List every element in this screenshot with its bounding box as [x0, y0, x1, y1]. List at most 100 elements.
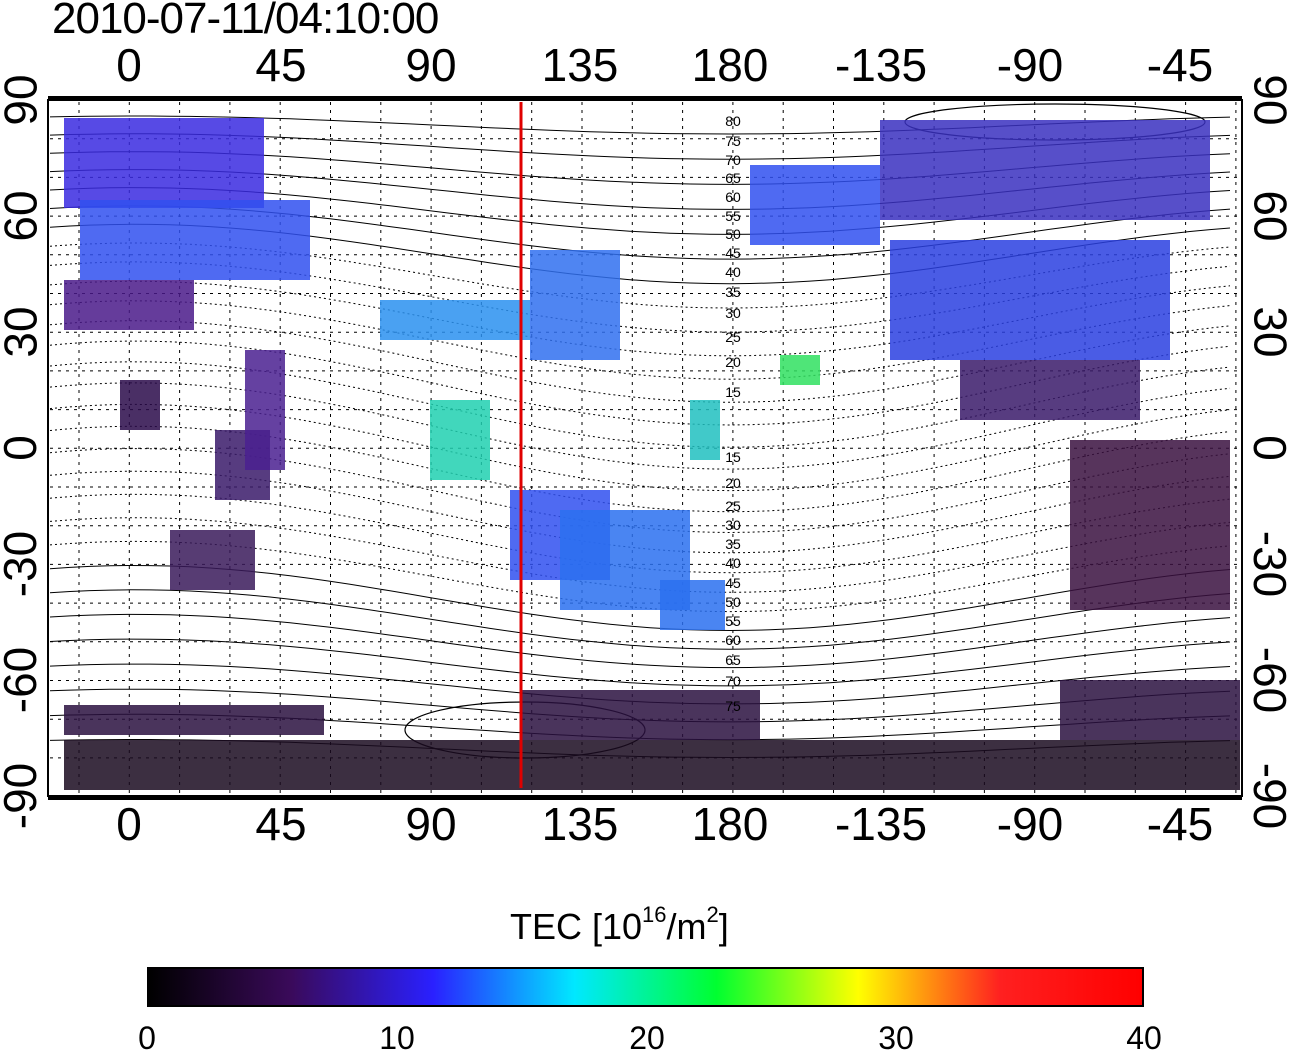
colorbar [147, 967, 1144, 1007]
tec-data-patch [245, 350, 285, 470]
longitude-tick-label: 135 [541, 798, 619, 850]
contour-label: 75 [725, 133, 741, 149]
contour-label: 20 [725, 475, 741, 491]
contour-label: 60 [725, 632, 741, 648]
tec-data-patch [1070, 440, 1230, 610]
map-frame-bottom-bar [48, 796, 1242, 800]
latitude-tick-label: 0 [1243, 435, 1292, 461]
contour-label: 55 [725, 613, 741, 629]
tec-data-patch [520, 690, 760, 740]
longitude-tick-label: 90 [405, 798, 457, 850]
contour-line [49, 320, 1231, 403]
tec-data-patch [80, 200, 310, 280]
colorbar-title-exponent2: 2 [706, 902, 719, 927]
contour-label: 40 [725, 264, 741, 280]
contour-label: 75 [725, 698, 741, 714]
map-frame-top-bar [48, 96, 1242, 100]
colorbar-title-exponent: 16 [642, 902, 667, 927]
contour-line [49, 613, 1231, 669]
latitude-tick-label: 60 [0, 190, 47, 242]
tec-data-patch [120, 380, 160, 430]
contour-label: 70 [725, 152, 741, 168]
longitude-tick-label: 0 [116, 39, 142, 91]
longitude-tick-label: 90 [405, 39, 457, 91]
colorbar-tick-label: 20 [629, 1020, 665, 1056]
latitude-tick-label: -60 [0, 646, 47, 714]
contour-label: 15 [725, 384, 741, 400]
colorbar-tick-label: 10 [379, 1020, 415, 1056]
contour-line [49, 403, 1231, 492]
contour-label: 20 [725, 354, 741, 370]
latitude-tick-label: -90 [0, 762, 47, 830]
latitude-tick-label: 30 [1244, 306, 1292, 358]
contour-label: 35 [725, 536, 741, 552]
latitude-tick-label: 30 [0, 306, 47, 358]
contour-labels: 80 75 70 65 60 55 50 45 40 35 30 25 20 15 15 20 25 30 35 40… [725, 113, 741, 714]
latitude-tick-label: 90 [1244, 74, 1292, 126]
tec-data-patch [690, 400, 720, 460]
contour-label: 50 [725, 594, 741, 610]
contour-label: 65 [725, 170, 741, 186]
tec-data-patch [530, 250, 620, 360]
tec-data-patch [890, 240, 1170, 360]
longitude-tick-label: -135 [834, 39, 928, 91]
colorbar-title-close: ] [718, 906, 729, 947]
tec-data-patch [780, 355, 820, 385]
contour-line [49, 382, 1231, 470]
longitude-tick-label: 45 [255, 39, 307, 91]
colorbar-title-unit: /m [666, 906, 707, 947]
longitude-tick-label: 0 [116, 798, 142, 850]
contour-label: 40 [725, 555, 741, 571]
tec-data-patch [64, 280, 194, 330]
tec-data-patch [64, 118, 264, 208]
latitude-tick-label: -30 [1244, 530, 1292, 598]
tec-data-patch [880, 120, 1210, 220]
longitude-tick-label: -135 [834, 798, 928, 850]
contour-label: 80 [725, 113, 741, 129]
latitude-tick-label: -30 [0, 530, 47, 598]
contour-label: 50 [725, 226, 741, 242]
tec-data-patch [960, 360, 1140, 420]
contour-label: 55 [725, 208, 741, 224]
longitude-tick-label: -45 [1146, 39, 1214, 91]
longitude-tick-label: -90 [996, 798, 1064, 850]
latitude-tick-label: -90 [1244, 762, 1292, 830]
longitude-tick-label: 135 [541, 39, 619, 91]
tec-data-patches [64, 118, 1240, 790]
colorbar-title: TEC [1016/m2] [510, 902, 729, 948]
tec-data-patch [1060, 680, 1240, 740]
tec-data-patch [64, 705, 324, 735]
contour-label: 35 [725, 284, 741, 300]
longitude-tick-label: 180 [691, 39, 769, 91]
contour-label: 25 [725, 498, 741, 514]
map-title: 2010-07-11/04:10:00 [52, 0, 439, 43]
colorbar-tick-label: 40 [1126, 1020, 1162, 1056]
tec-data-patch [430, 400, 490, 480]
latitude-tick-label: 0 [0, 435, 47, 461]
colorbar-tick-label: 0 [138, 1020, 156, 1056]
contour-label: 60 [725, 189, 741, 205]
latitude-tick-label: 60 [1244, 190, 1292, 242]
latitude-tick-label: 90 [0, 74, 47, 126]
latitude-tick-label: -60 [1244, 646, 1292, 714]
colorbar-title-text: TEC [10 [510, 906, 643, 947]
contour-label: 45 [725, 575, 741, 591]
contour-label: 25 [725, 329, 741, 345]
contour-line [49, 280, 1231, 357]
contour-line [49, 589, 1231, 650]
tec-data-patch [170, 530, 255, 590]
longitude-tick-label: 45 [255, 798, 307, 850]
contour-label: 70 [725, 673, 741, 689]
tec-data-patch [380, 300, 530, 340]
tec-data-patch [750, 165, 880, 245]
contour-label: 65 [725, 652, 741, 668]
contour-line [49, 638, 1231, 687]
contour-label: 30 [725, 517, 741, 533]
tec-data-patch [660, 580, 725, 630]
longitude-tick-label: -90 [996, 39, 1064, 91]
colorbar-tick-label: 30 [878, 1020, 914, 1056]
contour-line [49, 300, 1231, 380]
tec-data-patch [64, 740, 1240, 790]
longitude-tick-label: -45 [1146, 798, 1214, 850]
